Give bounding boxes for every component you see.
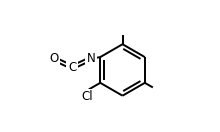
Text: C: C <box>68 61 77 74</box>
Text: Cl: Cl <box>82 90 93 103</box>
Text: O: O <box>49 52 59 65</box>
Text: N: N <box>86 52 95 65</box>
